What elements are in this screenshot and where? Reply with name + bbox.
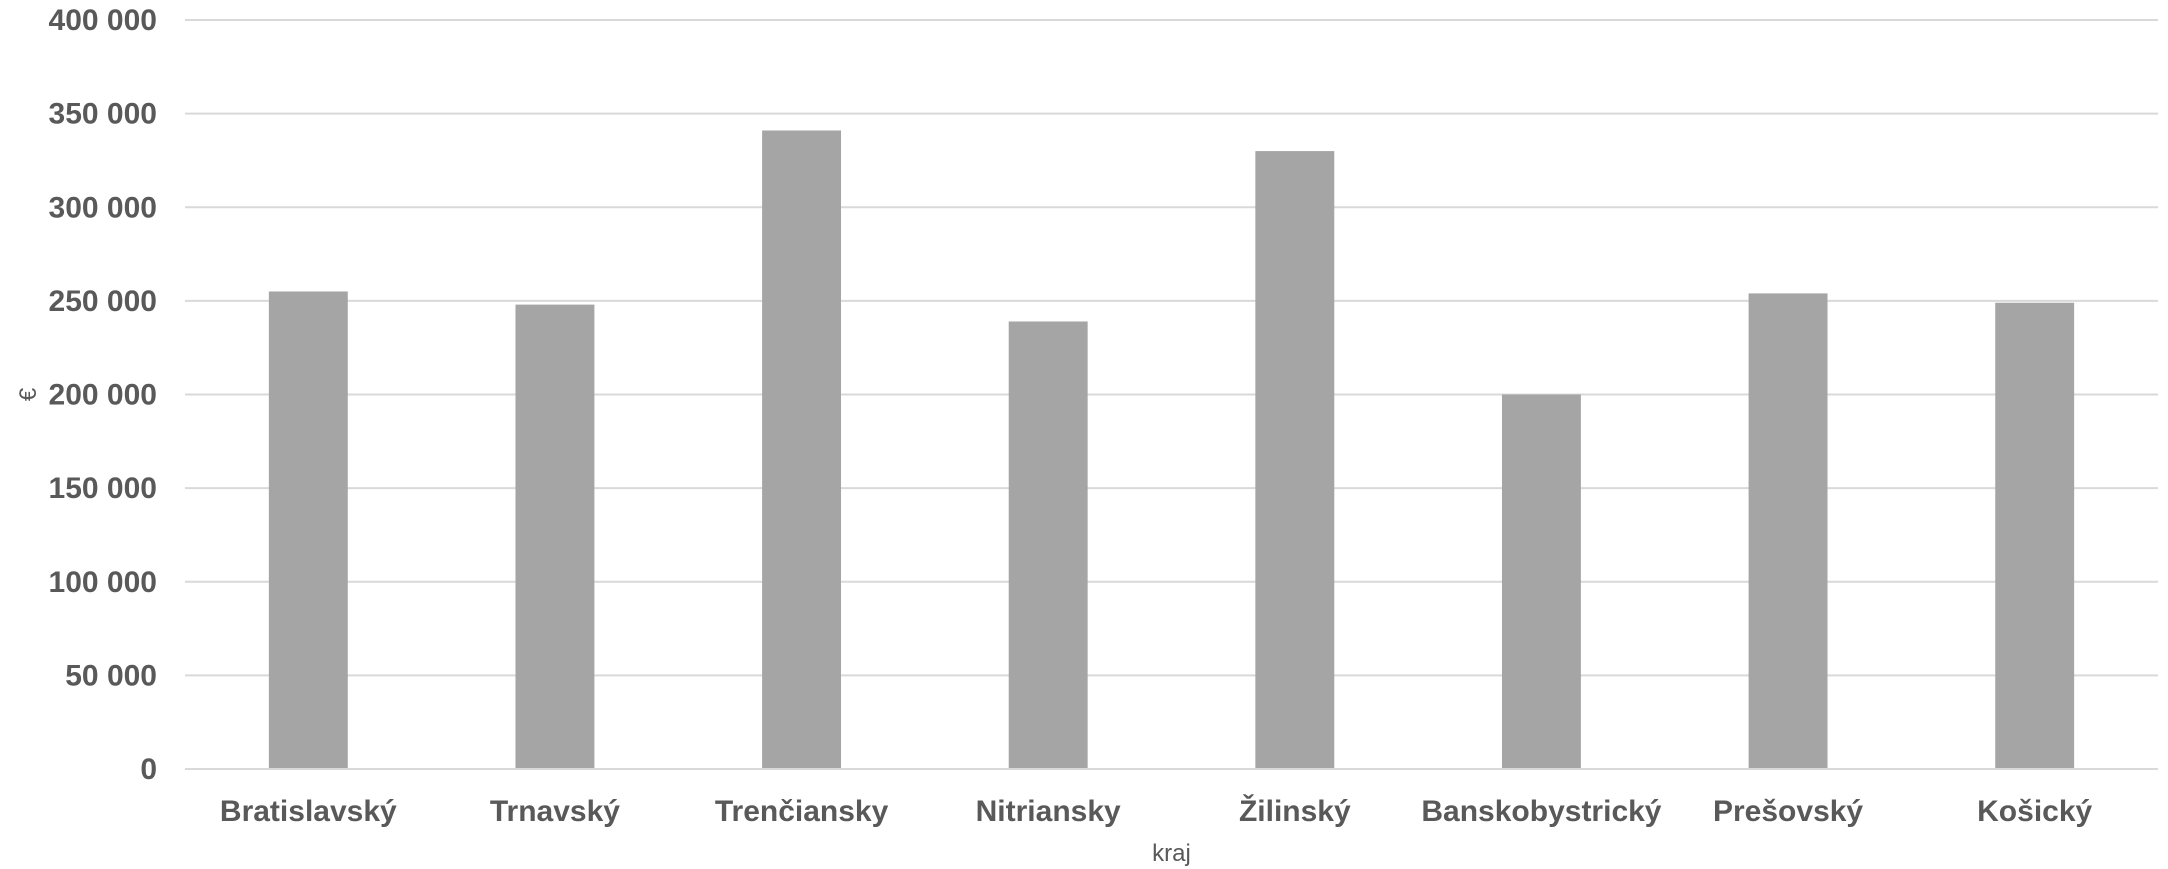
x-tick-label: Žilinský bbox=[1239, 794, 1351, 828]
y-tick-label: 250 000 bbox=[49, 285, 157, 318]
bar bbox=[1255, 151, 1335, 769]
y-axis-title: € bbox=[15, 387, 42, 401]
bar bbox=[515, 304, 595, 769]
y-axis-ticks: 0 50 000 100 000 150 000 200 000 250 000 300 0… bbox=[49, 4, 157, 786]
y-tick-label: 300 000 bbox=[49, 191, 157, 224]
y-tick-label: 200 000 bbox=[49, 379, 157, 412]
bar bbox=[1501, 394, 1581, 769]
x-tick-label: Banskobystrický bbox=[1421, 795, 1661, 828]
x-tick-label: Nitriansky bbox=[976, 795, 1121, 828]
bar bbox=[1995, 302, 2075, 769]
y-tick-label: 150 000 bbox=[49, 472, 157, 505]
x-tick-label: Bratislavský bbox=[220, 795, 397, 828]
bar bbox=[1008, 321, 1088, 769]
y-tick-label: 50 000 bbox=[65, 659, 157, 692]
x-tick-label: Trnavský bbox=[490, 795, 620, 828]
x-axis-ticks: Bratislavský Trnavský Trenčiansky Nitriansk… bbox=[220, 794, 2093, 828]
bar bbox=[268, 291, 348, 769]
bars bbox=[268, 130, 2075, 770]
bar bbox=[762, 130, 842, 770]
x-tick-label: Trenčiansky bbox=[715, 795, 889, 828]
y-tick-label: 350 000 bbox=[49, 98, 157, 131]
y-tick-label: 0 bbox=[140, 753, 157, 786]
x-axis-title: kraj bbox=[1152, 840, 1191, 867]
y-tick-label: 400 000 bbox=[49, 4, 157, 37]
y-tick-label: 100 000 bbox=[49, 566, 157, 599]
x-tick-label: Košický bbox=[1977, 795, 2092, 828]
gridlines bbox=[185, 19, 2158, 677]
x-tick-label: Prešovský bbox=[1713, 795, 1863, 828]
bar bbox=[1748, 293, 1828, 769]
